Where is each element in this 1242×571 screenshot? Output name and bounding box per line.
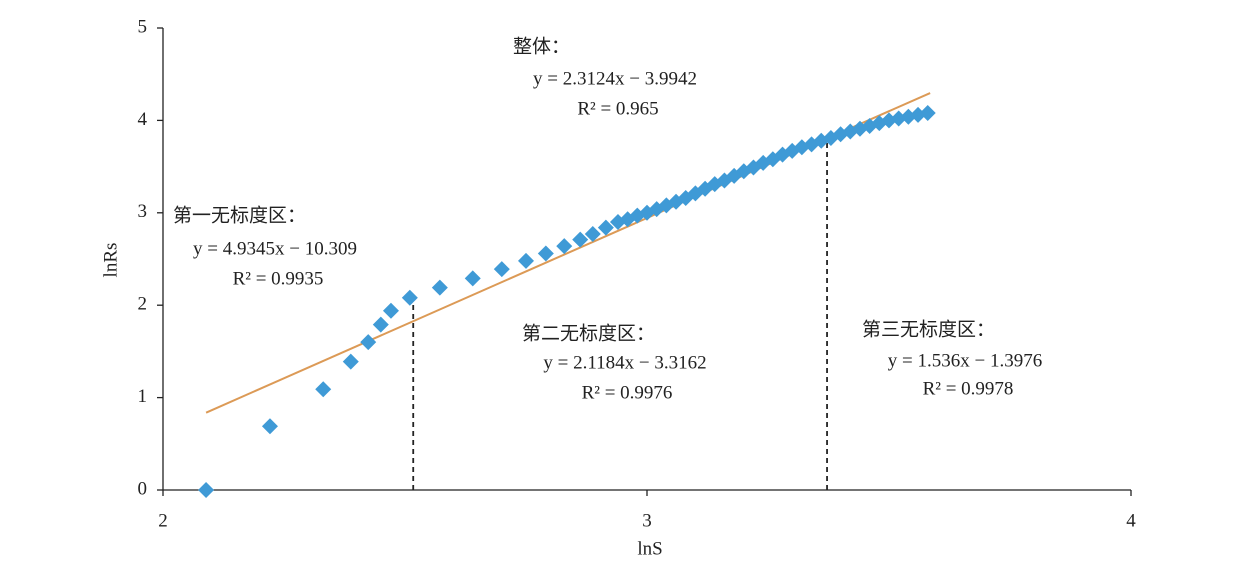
data-point [401, 289, 418, 306]
annotation: y = 2.1184x − 3.3162 [543, 352, 706, 373]
data-point [919, 105, 936, 122]
data-point [261, 418, 278, 435]
data-point [584, 226, 601, 243]
y-axis-label: lnRs [100, 243, 121, 278]
y-tick-label: 1 [138, 386, 148, 407]
x-tick-label: 2 [158, 510, 168, 531]
y-tick-label: 0 [138, 478, 148, 499]
y-tick-label: 4 [138, 109, 148, 130]
annotation: 第一无标度区： [173, 204, 306, 226]
y-tick-label: 2 [138, 294, 148, 315]
annotation: 整体： [513, 35, 570, 57]
y-tick-label: 5 [138, 16, 148, 37]
annotation: 第二无标度区： [522, 322, 655, 344]
annotation: R² = 0.965 [577, 98, 658, 119]
annotation: R² = 0.9935 [233, 268, 324, 289]
x-axis-label: lnS [637, 538, 662, 559]
annotation: y = 1.536x − 1.3976 [888, 350, 1042, 371]
x-tick-label: 3 [642, 510, 652, 531]
data-point [493, 261, 510, 278]
x-tick-label: 4 [1126, 510, 1136, 531]
data-point [537, 245, 554, 262]
annotation: 第三无标度区： [862, 318, 995, 340]
data-point [832, 126, 849, 143]
annotation: y = 4.9345x − 10.309 [193, 238, 357, 259]
annotation: R² = 0.9976 [582, 382, 673, 403]
data-point [597, 219, 614, 236]
data-point [315, 381, 332, 398]
data-point [360, 334, 377, 351]
data-point [342, 353, 359, 370]
data-point [556, 238, 573, 255]
data-point [464, 270, 481, 287]
y-tick-label: 3 [138, 201, 148, 222]
data-point [842, 123, 859, 140]
data-point [198, 482, 215, 498]
data-point [518, 252, 534, 269]
data-point [382, 302, 399, 319]
annotation: R² = 0.9978 [923, 378, 1014, 399]
data-point [572, 231, 589, 248]
data-point [372, 316, 389, 333]
annotation: y = 2.3124x − 3.9942 [533, 68, 697, 89]
data-point [431, 279, 448, 296]
